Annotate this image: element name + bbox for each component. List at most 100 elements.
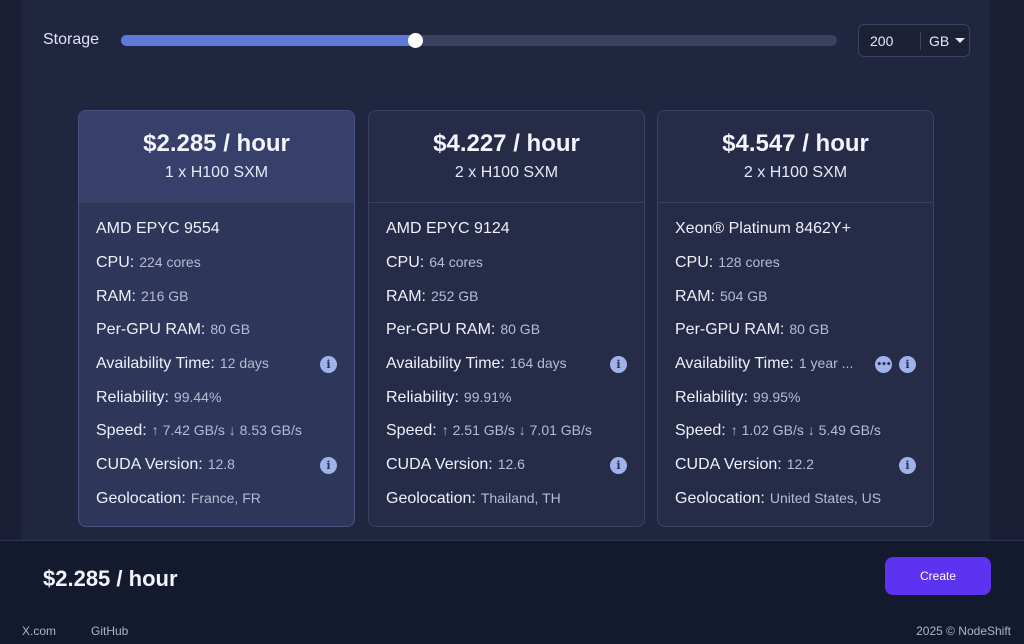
offer-gpu: 2 x H100 SXM bbox=[743, 164, 848, 181]
spec-row: CUDA Version: 12.2 i bbox=[675, 456, 916, 490]
spec-row: Speed: ↑ 7.42 GB/s ↓ 8.53 GB/s bbox=[96, 422, 337, 456]
offer-specs: AMD EPYC 9554 CPU: 224 cores RAM: 216 GB… bbox=[79, 203, 354, 524]
storage-size-input[interactable] bbox=[859, 25, 920, 56]
spec-label: Geolocation: bbox=[96, 489, 186, 507]
offer-card[interactable]: $2.285 / hour 1 x H100 SXM AMD EPYC 9554 C… bbox=[78, 110, 355, 527]
spec-label: Geolocation: bbox=[386, 489, 476, 507]
spec-value: France, FR bbox=[190, 489, 261, 506]
spec-value: 80 GB bbox=[210, 321, 251, 338]
spec-value: United States, US bbox=[769, 489, 882, 506]
unit-divider bbox=[920, 31, 921, 50]
spec-label: Reliability: bbox=[386, 388, 459, 406]
spec-row: Reliability: 99.44% bbox=[96, 389, 337, 423]
spec-value: 99.95% bbox=[752, 388, 801, 405]
spec-label: Speed: bbox=[386, 422, 437, 440]
spec-row: Geolocation: Thailand, TH bbox=[386, 490, 627, 524]
chevron-down-icon bbox=[955, 38, 966, 43]
more-icon[interactable]: ••• bbox=[875, 356, 892, 374]
spec-icons: i bbox=[320, 457, 337, 475]
spec-value: 99.44% bbox=[173, 388, 222, 405]
spec-row: CUDA Version: 12.8 i bbox=[96, 456, 337, 490]
offer-gpu: 2 x H100 SXM bbox=[454, 164, 559, 181]
footer-bar: $2.285 / hour Create X.com GitHub 2025 ©… bbox=[0, 540, 1024, 644]
spec-label: Geolocation: bbox=[675, 489, 765, 507]
spec-value: 224 cores bbox=[139, 254, 201, 270]
footer-link-x[interactable]: X.com bbox=[22, 624, 57, 638]
spec-row: Reliability: 99.91% bbox=[386, 389, 627, 423]
spec-row: CPU: 64 cores bbox=[386, 254, 627, 288]
storage-unit-select[interactable]: GB bbox=[921, 33, 966, 49]
total-price: $2.285 / hour bbox=[43, 566, 178, 591]
spec-value: 1 year ... bbox=[798, 355, 854, 372]
spec-label: Speed: bbox=[675, 422, 726, 440]
spec-row: RAM: 216 GB bbox=[96, 288, 337, 322]
offer-specs: Xeon® Platinum 8462Y+ CPU: 128 cores RAM… bbox=[658, 203, 933, 524]
spec-value: ↑ 1.02 GB/s ↓ 5.49 GB/s bbox=[730, 422, 881, 439]
spec-label: CPU: bbox=[96, 254, 135, 271]
info-icon[interactable]: i bbox=[610, 457, 627, 475]
info-icon[interactable]: i bbox=[899, 356, 916, 374]
spec-label: Reliability: bbox=[96, 388, 169, 406]
spec-value: 64 cores bbox=[429, 254, 483, 270]
info-icon[interactable]: i bbox=[610, 356, 627, 374]
spec-row: Availability Time: 1 year ... ••• i bbox=[675, 355, 916, 389]
spec-icons: i bbox=[899, 457, 916, 475]
spec-label: Speed: bbox=[96, 422, 147, 440]
spec-row: Availability Time: 164 days i bbox=[386, 355, 627, 389]
spec-value: 99.91% bbox=[463, 388, 512, 405]
spec-row: RAM: 252 GB bbox=[386, 288, 627, 322]
cpu-model: Xeon® Platinum 8462Y+ bbox=[675, 220, 851, 237]
spec-row: CUDA Version: 12.6 i bbox=[386, 456, 627, 490]
storage-slider-thumb[interactable] bbox=[407, 33, 423, 48]
storage-label: Storage bbox=[43, 31, 100, 48]
spec-value: 12.6 bbox=[497, 456, 525, 473]
spec-label: Availability Time: bbox=[386, 355, 505, 373]
spec-value: 12 days bbox=[219, 355, 269, 372]
spec-row: RAM: 504 GB bbox=[675, 288, 916, 322]
spec-row: Per-GPU RAM: 80 GB bbox=[675, 321, 916, 355]
spec-value: 12.2 bbox=[786, 456, 814, 473]
spec-value: 216 GB bbox=[141, 287, 189, 304]
info-icon[interactable]: i bbox=[320, 356, 337, 374]
spec-row: Speed: ↑ 1.02 GB/s ↓ 5.49 GB/s bbox=[675, 422, 916, 456]
spec-value: ↑ 2.51 GB/s ↓ 7.01 GB/s bbox=[441, 422, 592, 439]
spec-value: Thailand, TH bbox=[480, 489, 561, 506]
offer-card[interactable]: $4.227 / hour 2 x H100 SXM AMD EPYC 9124 C… bbox=[368, 110, 645, 527]
spec-label: Availability Time: bbox=[96, 355, 215, 373]
offer-price: $2.285 / hour bbox=[143, 130, 290, 157]
spec-value: 128 cores bbox=[718, 254, 780, 270]
spec-value: 252 GB bbox=[431, 287, 479, 304]
spec-label: CUDA Version: bbox=[386, 456, 493, 474]
info-icon[interactable]: i bbox=[320, 457, 337, 475]
spec-row: CPU: 128 cores bbox=[675, 254, 916, 288]
spec-value: 80 GB bbox=[789, 321, 830, 338]
spec-row: Reliability: 99.95% bbox=[675, 389, 916, 423]
spec-row: Per-GPU RAM: 80 GB bbox=[386, 321, 627, 355]
create-button[interactable]: Create bbox=[885, 557, 991, 595]
cpu-model: AMD EPYC 9124 bbox=[386, 220, 510, 237]
storage-slider-fill bbox=[121, 35, 415, 46]
storage-size-box: GB bbox=[858, 24, 970, 57]
footer-link-github[interactable]: GitHub bbox=[91, 624, 129, 638]
spec-row: Availability Time: 12 days i bbox=[96, 355, 337, 389]
spec-row: Per-GPU RAM: 80 GB bbox=[96, 321, 337, 355]
spec-label: Reliability: bbox=[675, 388, 748, 406]
spec-row: Geolocation: United States, US bbox=[675, 490, 916, 524]
spec-label: RAM: bbox=[386, 287, 426, 305]
spec-icons: i bbox=[610, 356, 627, 374]
spec-label: Per-GPU RAM: bbox=[386, 321, 496, 339]
offer-header: $2.285 / hour 1 x H100 SXM bbox=[79, 111, 354, 203]
spec-label: CPU: bbox=[386, 254, 425, 271]
offer-header: $4.227 / hour 2 x H100 SXM bbox=[369, 111, 644, 203]
offer-card[interactable]: $4.547 / hour 2 x H100 SXM Xeon® Platinum … bbox=[657, 110, 934, 527]
spec-row: Speed: ↑ 2.51 GB/s ↓ 7.01 GB/s bbox=[386, 422, 627, 456]
spec-icons: i bbox=[320, 356, 337, 374]
spec-icons: i bbox=[610, 457, 627, 475]
spec-row: CPU: 224 cores bbox=[96, 254, 337, 288]
spec-label: CPU: bbox=[675, 254, 714, 271]
storage-slider[interactable] bbox=[121, 33, 837, 48]
info-icon[interactable]: i bbox=[899, 457, 916, 475]
spec-label: CUDA Version: bbox=[96, 456, 203, 474]
spec-value: 164 days bbox=[509, 355, 567, 372]
spec-label: Per-GPU RAM: bbox=[675, 321, 785, 339]
